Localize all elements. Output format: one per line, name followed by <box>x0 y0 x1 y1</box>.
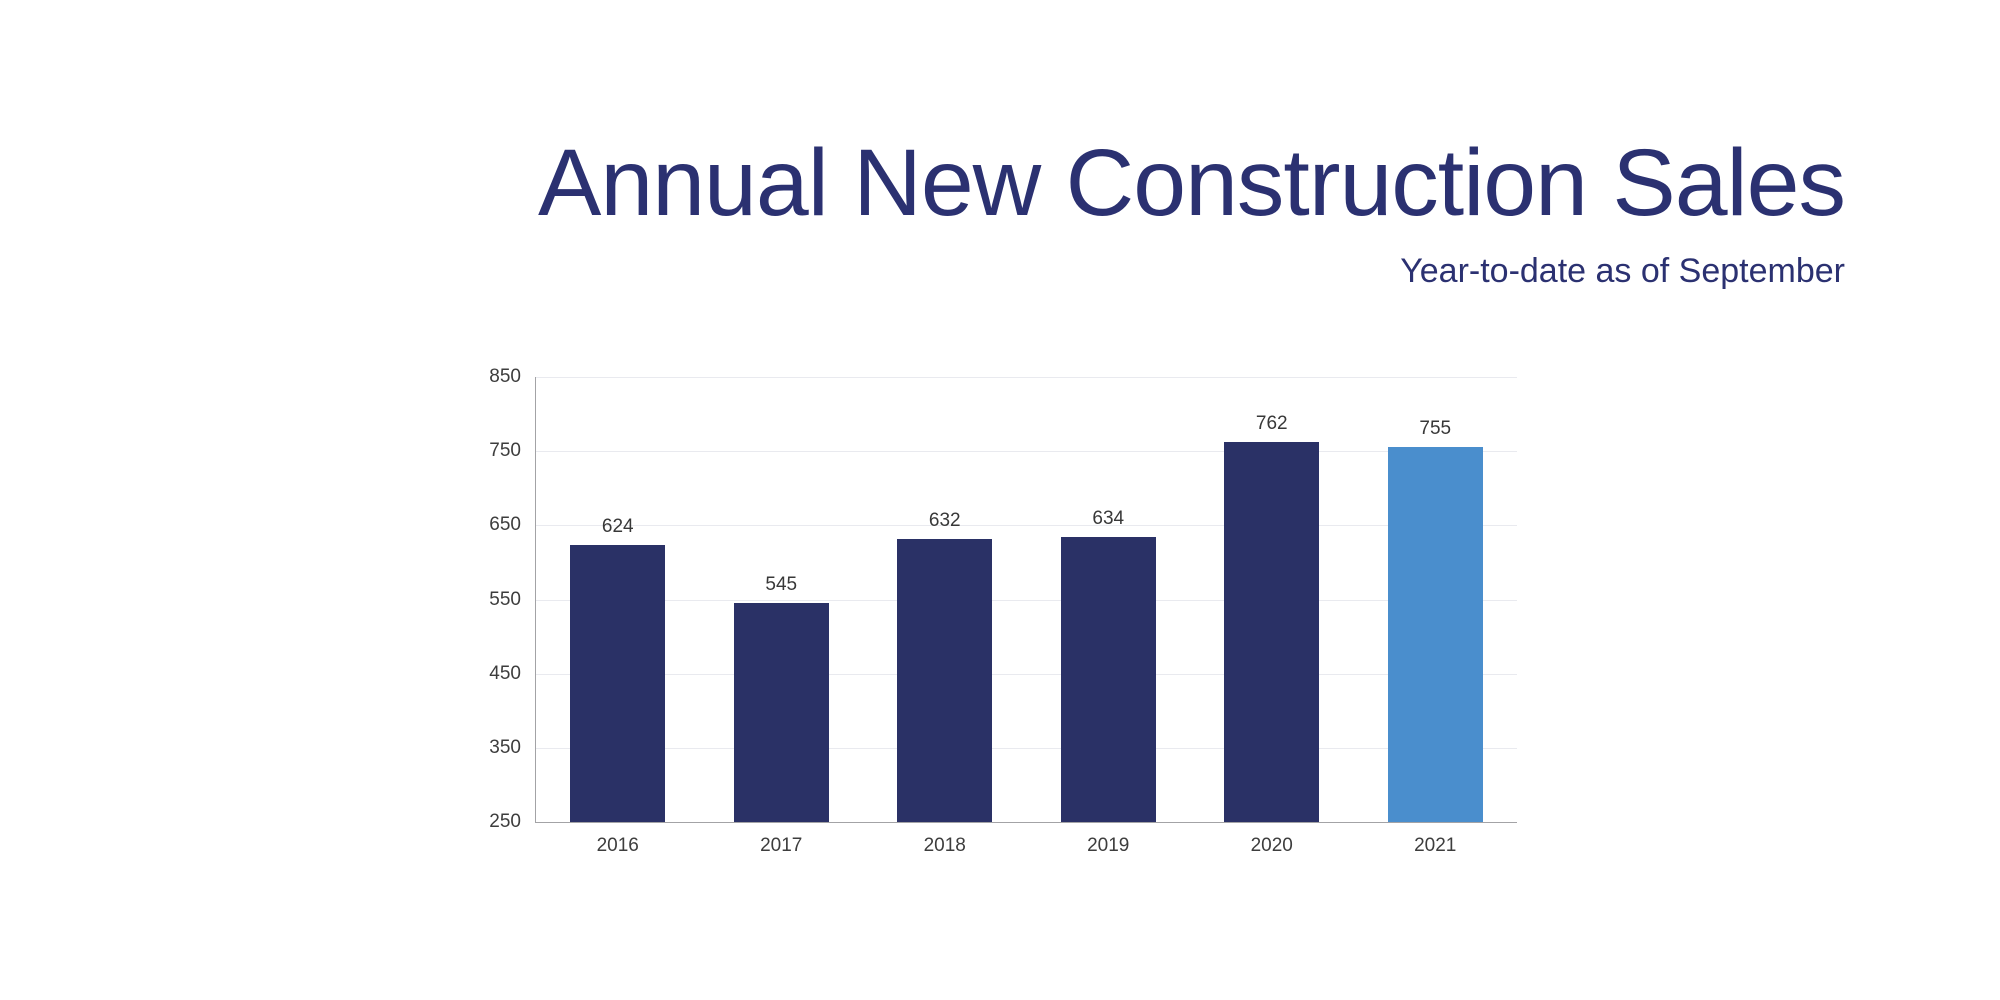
y-axis-tick-label-450: 450 <box>489 662 521 684</box>
bar-2021 <box>1387 447 1483 822</box>
bar-chart-plot-area: 850 750 650 550 450 350 250 624 2016 545 2017 632 20… <box>489 366 1517 856</box>
bar-2016 <box>570 544 666 822</box>
chart-title: Annual New Construction Sales <box>538 130 1846 236</box>
gridline-650 <box>536 525 1517 527</box>
data-label-2021: 755 <box>1419 418 1452 440</box>
gridline-850 <box>536 377 1517 378</box>
data-label-2020: 762 <box>1255 413 1288 435</box>
bar-2018 <box>897 538 993 822</box>
gridline-550 <box>536 599 1517 601</box>
bar-2017 <box>733 603 829 822</box>
gridline-750 <box>536 451 1517 453</box>
gridline-450 <box>536 673 1517 675</box>
data-label-2017: 545 <box>765 574 798 596</box>
y-axis-tick-label-850: 850 <box>489 366 521 387</box>
gridline-350 <box>536 747 1517 749</box>
bar-2020 <box>1224 442 1320 822</box>
y-axis-tick-label-650: 650 <box>489 514 521 536</box>
y-axis-tick-label-750: 750 <box>489 440 521 462</box>
x-axis-tick-label-2016: 2016 <box>596 835 639 856</box>
data-label-2018: 632 <box>928 509 961 531</box>
x-axis-tick-label-2017: 2017 <box>760 835 803 856</box>
x-axis-tick-label-2019: 2019 <box>1087 835 1130 856</box>
data-label-2019: 634 <box>1092 508 1125 530</box>
x-axis-tick-label-2021: 2021 <box>1414 835 1457 856</box>
x-axis-tick-label-2020: 2020 <box>1250 835 1293 856</box>
y-axis-tick-label-350: 350 <box>489 736 521 758</box>
chart-subtitle: Year-to-date as of September <box>1400 252 1845 291</box>
y-axis-tick-label-250: 250 <box>489 811 521 832</box>
bar-2019 <box>1060 537 1156 822</box>
y-axis-tick-label-550: 550 <box>489 588 521 610</box>
x-axis-tick-label-2018: 2018 <box>923 835 966 856</box>
chart-header: Annual New Construction Sales Year-to-da… <box>538 130 1846 291</box>
data-label-2016: 624 <box>601 515 634 537</box>
